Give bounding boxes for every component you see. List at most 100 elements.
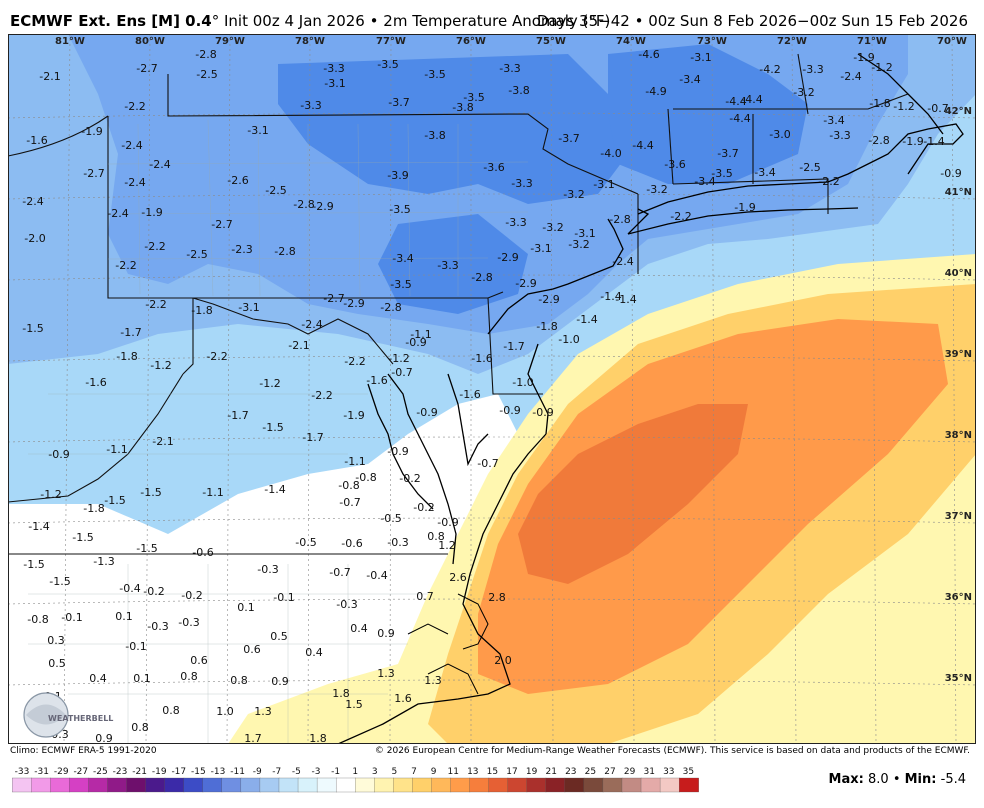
anomaly-value-4: -3.3 — [323, 62, 344, 75]
anomaly-value-187: 0.6 — [190, 654, 208, 667]
state-borders — [8, 53, 909, 555]
anomaly-value-121: -1.0 — [512, 376, 533, 389]
anomaly-value-37: -4.0 — [600, 147, 621, 160]
anomaly-value-88: -2.4 — [612, 255, 633, 268]
longitude-label-4: 77°W — [376, 36, 406, 47]
anomaly-value-152: -1.5 — [136, 542, 157, 555]
colorbar-swatch-19 — [374, 777, 394, 793]
map-title: ECMWF Ext. Ens [M] 0.4° Init 00z 4 Jan 2… — [10, 12, 610, 30]
colorbar-swatch-14 — [278, 777, 299, 793]
anomaly-value-60: -3.4 — [754, 166, 775, 179]
anomaly-value-69: -2.7 — [211, 218, 232, 231]
anomaly-value-194: 1.3 — [377, 667, 395, 680]
anomaly-value-58: -3.4 — [694, 175, 715, 188]
colorbar-swatch-28 — [545, 777, 566, 793]
neutral-region — [8, 394, 528, 744]
min-label: Min: — [904, 772, 937, 787]
map-credits: Climo: ECMWF ERA-5 1991-2020 © 2026 Euro… — [0, 746, 984, 760]
cold-deep-region — [278, 54, 628, 204]
anomaly-value-82: -3.2 — [568, 238, 589, 251]
anomaly-value-205: 0.9 — [95, 732, 113, 744]
longitude-label-6: 75°W — [536, 36, 566, 47]
anomaly-value-90: -3.5 — [390, 278, 411, 291]
anomaly-value-68: -2.9 — [312, 200, 333, 213]
anomaly-value-100: -1.4 — [615, 293, 636, 306]
anomaly-value-21: -3.5 — [463, 91, 484, 104]
anomaly-value-12: -3.4 — [679, 73, 700, 86]
anomaly-value-53: -3.3 — [511, 177, 532, 190]
anomaly-value-185: 0.4 — [305, 646, 323, 659]
anomaly-value-10: -4.6 — [638, 48, 659, 61]
anomaly-value-labels: -2.8-2.7 -2.5-2.1-3.3-3.1-3.5-3.5 -3.3-3.8… — [22, 48, 961, 744]
anomaly-value-96: -2.9 — [343, 297, 364, 310]
colorbar-tick-29: 25 — [585, 767, 596, 777]
anomaly-value-156: -0.3 — [387, 536, 408, 549]
colorbar-tick-14: -5 — [292, 767, 301, 777]
anomaly-value-42: -2.8 — [868, 134, 889, 147]
anomaly-value-27: -1.8 — [869, 97, 890, 110]
anomaly-value-8: -3.3 — [499, 62, 520, 75]
anomaly-value-126: -0.9 — [416, 406, 437, 419]
colorbar-tick-6: -21 — [132, 767, 147, 777]
colorbar-swatch-18 — [355, 777, 375, 793]
anomaly-value-1: -2.7 — [136, 62, 157, 75]
longitude-label-1: 80°W — [135, 36, 165, 47]
max-value: 8.0 — [867, 772, 889, 787]
colorbar-swatch-27 — [526, 777, 547, 793]
colorbar-swatch-3 — [69, 777, 90, 793]
anomaly-value-168: -0.2 — [181, 589, 202, 602]
anomaly-value-66: -1.9 — [141, 206, 162, 219]
colorbar-tick-2: -29 — [54, 767, 69, 777]
colorbar-swatch-16 — [316, 777, 337, 793]
anomaly-value-170: 0.7 — [416, 590, 434, 603]
anomaly-value-62: -2.2 — [818, 175, 839, 188]
anomaly-value-86: -3.3 — [437, 259, 458, 272]
colorbar-swatch-29 — [564, 777, 585, 793]
colorbar-tick-31: 29 — [624, 767, 636, 777]
anomaly-value-191: 0.8 — [180, 670, 198, 683]
latitude-label-2: 40°N — [945, 268, 972, 279]
anomaly-value-115: -1.2 — [388, 352, 409, 365]
anomaly-value-49: -2.6 — [227, 174, 248, 187]
anomaly-value-145: -1.4 — [264, 483, 285, 496]
longitude-label-10: 71°W — [857, 36, 887, 47]
anomaly-value-159: -1.3 — [93, 555, 114, 568]
anomaly-value-109: -2.1 — [288, 339, 309, 352]
anomaly-value-169: -0.1 — [273, 591, 294, 604]
anomaly-value-2: -2.5 — [196, 68, 217, 81]
anomaly-value-193: 0.9 — [271, 675, 289, 688]
latitude-label-5: 37°N — [945, 511, 972, 522]
colorbar-tick-25: 17 — [506, 767, 517, 777]
longitude-label-5: 76°W — [456, 36, 486, 47]
anomaly-value-83: -3.1 — [530, 242, 551, 255]
anomaly-value-0: -2.8 — [195, 48, 216, 61]
colorbar-tick-9: -15 — [191, 767, 206, 777]
anomaly-value-120: -1.6 — [366, 374, 387, 387]
anomaly-value-201: 0.8 — [131, 721, 149, 734]
anomaly-value-107: -1.4 — [576, 313, 597, 326]
longitude-label-0: 81°W — [55, 36, 85, 47]
anomaly-value-79: -2.8 — [274, 245, 295, 258]
colorbar-swatch-35 — [678, 777, 699, 793]
anomaly-value-164: 2.6 — [449, 571, 467, 584]
temperature-anomaly-map[interactable]: -2.8-2.7 -2.5-2.1-3.3-3.1-3.5-3.5 -3.3-3.8… — [8, 34, 976, 744]
weatherbell-logo: WEATHERBELL — [23, 692, 113, 738]
colorbar-swatch-2 — [50, 777, 71, 793]
anomaly-value-41: -3.3 — [829, 129, 850, 142]
colorbar-tick-30: 27 — [604, 767, 615, 777]
colorbar-tick-20: 7 — [411, 767, 417, 777]
colorbar-tick-0: -33 — [15, 767, 30, 777]
copyright-note: © 2026 European Centre for Medium-Range … — [374, 746, 970, 756]
latitude-grid — [8, 112, 976, 686]
anomaly-value-146: -0.7 — [339, 496, 360, 509]
colorbar-swatch-12 — [240, 777, 261, 793]
anomaly-value-57: -3.6 — [664, 158, 685, 171]
anomaly-value-148: -1.4 — [28, 520, 49, 533]
max-label: Max: — [828, 772, 864, 787]
anomaly-value-147: -0.2 — [413, 501, 434, 514]
anomaly-value-64: -2.4 — [22, 195, 43, 208]
anomaly-value-165: -1.5 — [49, 575, 70, 588]
anomaly-value-134: -0.9 — [387, 445, 408, 458]
anomaly-value-136: -0.8 — [355, 471, 376, 484]
colorbar-swatch-9 — [183, 777, 204, 793]
